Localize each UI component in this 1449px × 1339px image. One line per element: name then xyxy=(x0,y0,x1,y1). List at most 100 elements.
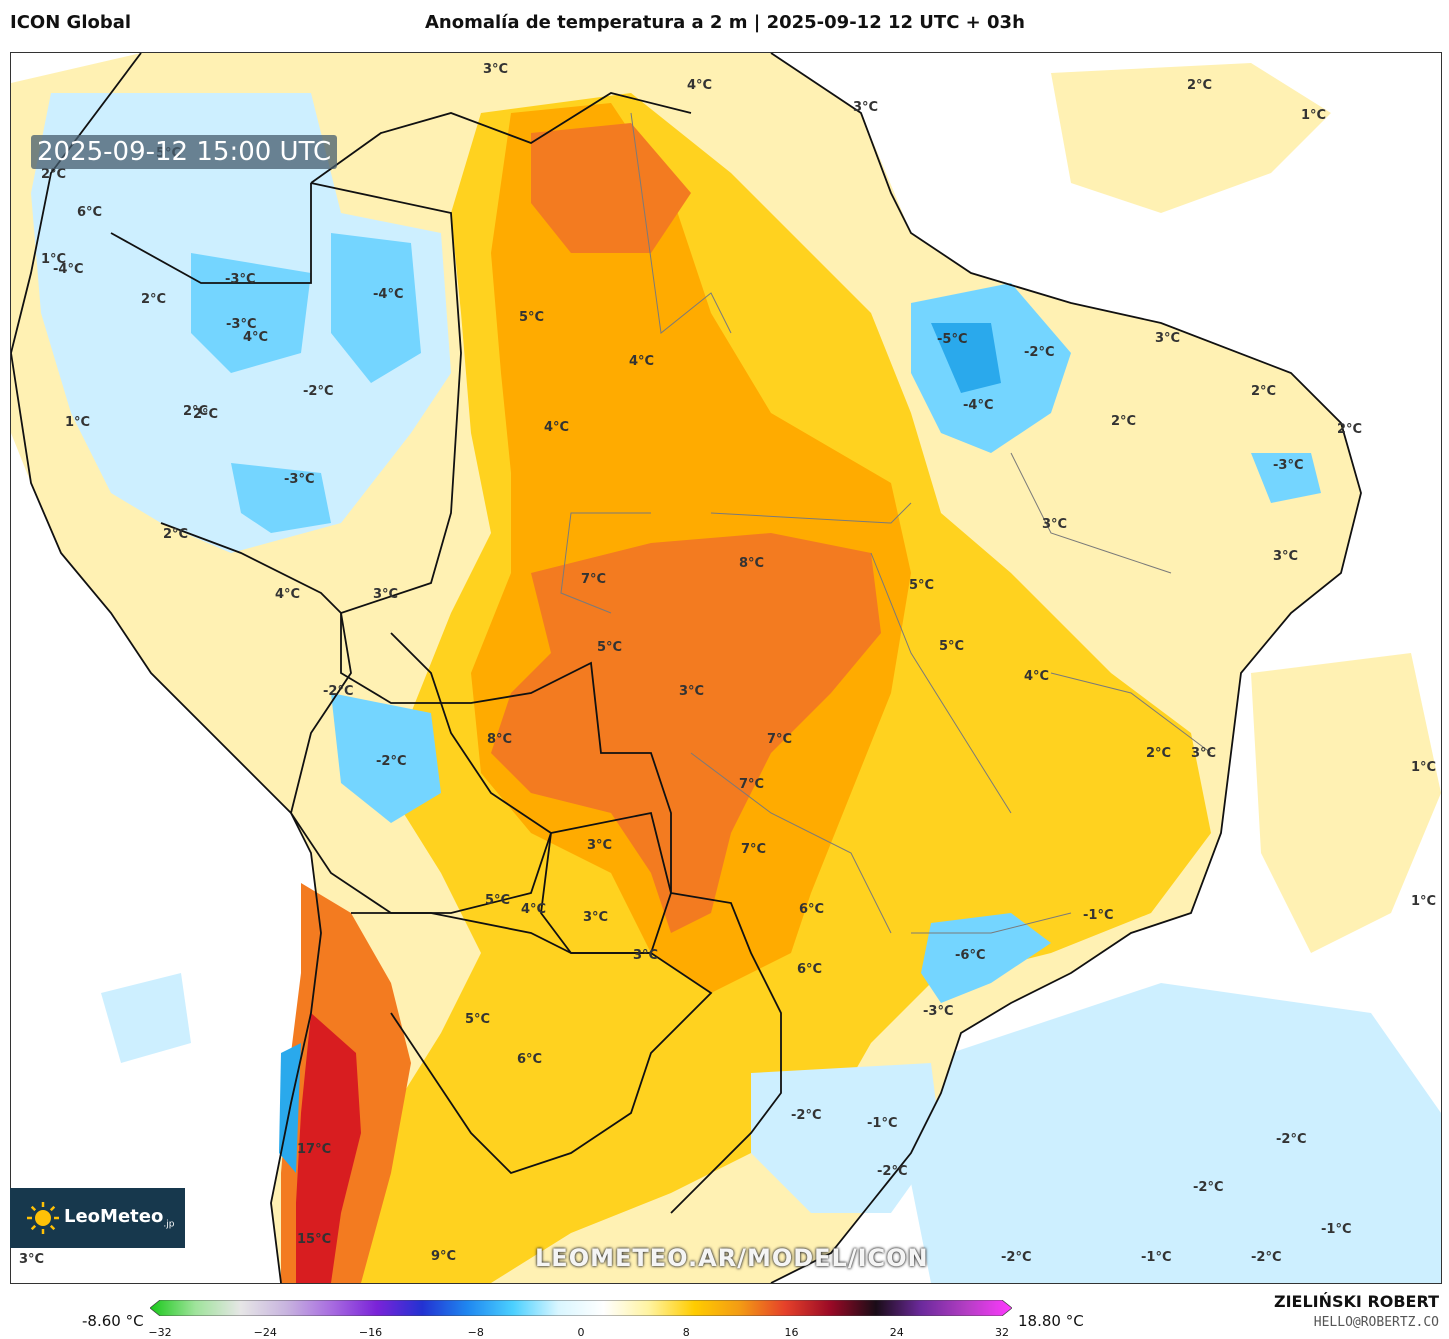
temperature-label: 2°C xyxy=(193,407,218,422)
cold-region-southeast xyxy=(921,913,1051,1003)
temperature-label: -1°C xyxy=(867,1116,897,1131)
temperature-label: -1°C xyxy=(1141,1250,1171,1265)
temperature-label: 4°C xyxy=(629,354,654,369)
temperature-label: 3°C xyxy=(1155,331,1180,346)
temperature-label: 2°C xyxy=(1337,422,1362,437)
temperature-label: 4°C xyxy=(275,587,300,602)
temperature-label: -1°C xyxy=(1321,1222,1351,1237)
temperature-label: 5°C xyxy=(519,310,544,325)
temperature-label: 1°C xyxy=(41,252,66,267)
state-border-3 xyxy=(710,502,912,524)
temperature-label: 5°C xyxy=(485,893,510,908)
temperature-label: 17°C xyxy=(297,1142,331,1157)
cold-region-east xyxy=(1251,453,1321,503)
temperature-label: 7°C xyxy=(741,842,766,857)
temperature-label: -2°C xyxy=(323,684,353,699)
temperature-label: 5°C xyxy=(597,640,622,655)
colorbar-tick-label: −32 xyxy=(148,1326,172,1339)
border-northern xyxy=(310,92,692,184)
temperature-label: 4°C xyxy=(687,78,712,93)
temperature-label: 6°C xyxy=(77,205,102,220)
cold-region-southwest xyxy=(231,463,331,533)
cold-region-west-core-2 xyxy=(331,233,421,383)
temperature-label: -3°C xyxy=(226,317,256,332)
border-brazil-west xyxy=(310,182,782,1214)
temperature-label: 2°C xyxy=(141,292,166,307)
ocean-cold-patch-pacific xyxy=(101,973,191,1063)
temperature-label: -2°C xyxy=(1001,1250,1031,1265)
temperature-label: 4°C xyxy=(521,902,546,917)
logo-suffix: .jp xyxy=(163,1219,175,1230)
leometeo-logo[interactable]: LeoMeteo.jp xyxy=(10,1188,185,1248)
temperature-label: 7°C xyxy=(767,732,792,747)
temperature-label: -2°C xyxy=(1251,1250,1281,1265)
colorbar-tick-label: 8 xyxy=(682,1326,690,1339)
ocean-warm-patch-north xyxy=(1051,63,1331,213)
country-borders xyxy=(11,53,1362,1283)
sun-icon xyxy=(26,1201,60,1235)
border-colombia xyxy=(110,183,312,284)
temperature-label: 4°C xyxy=(1024,669,1049,684)
colorbar-tick-label: −24 xyxy=(253,1326,277,1339)
cold-region-bolivia xyxy=(331,693,441,823)
border-bolivia xyxy=(290,612,553,914)
temperature-label: 8°C xyxy=(739,556,764,571)
temperature-label: 2°C xyxy=(1146,746,1171,761)
temperature-label: 6°C xyxy=(517,1052,542,1067)
warm-region-north-strong xyxy=(531,123,691,253)
valid-time-badge: 2025-09-12 15:00 UTC xyxy=(31,135,338,169)
temperature-label: 3°C xyxy=(587,838,612,853)
colorbar-min-label: -8.60 °C xyxy=(82,1312,144,1330)
temperature-label: 8°C xyxy=(487,732,512,747)
temperature-label: 1°C xyxy=(1411,894,1436,909)
ocean-cold-patch-south xyxy=(911,983,1441,1283)
state-borders xyxy=(560,112,1212,934)
temperature-label: 3°C xyxy=(1042,517,1067,532)
colorbar-tick-label: 24 xyxy=(889,1326,904,1339)
temperature-label: -5°C xyxy=(937,332,967,347)
temperature-label: 9°C xyxy=(431,1249,456,1264)
coastline-west xyxy=(11,53,322,1283)
anomaly-map: 3°C 4°C 3°C 2°C 1°C 5°C 2°C 6°C 1°C 4°C -4°C -3°C 2°… xyxy=(11,53,1441,1283)
temperature-label: 3°C xyxy=(679,684,704,699)
logo-name: LeoMeteo xyxy=(64,1206,164,1228)
ocean-warm-patch-east xyxy=(1251,653,1441,953)
state-border-5 xyxy=(1010,452,1172,574)
model-name: ICON Global xyxy=(10,12,132,33)
colorbar xyxy=(150,1300,1012,1316)
state-border-1 xyxy=(630,112,732,334)
temperature-labels: 3°C 4°C 3°C 2°C 1°C 5°C 2°C 6°C 1°C 4°C -4°C -3°C 2°… xyxy=(19,62,1436,1267)
andes-extreme-streak xyxy=(296,1013,361,1283)
logo-text: LeoMeteo.jp xyxy=(64,1206,174,1230)
temperature-label: -6°C xyxy=(955,948,985,963)
colorbar-tick-label: −8 xyxy=(467,1326,484,1339)
temperature-label: 5°C xyxy=(465,1012,490,1027)
author-name: ZIELIŃSKI ROBERT xyxy=(1273,1292,1439,1311)
colorbar-bar xyxy=(150,1300,1012,1316)
temperature-label: -4°C xyxy=(373,287,403,302)
temperature-label: -2°C xyxy=(1024,345,1054,360)
temperature-label: 3°C xyxy=(853,100,878,115)
temperature-label: 2°C xyxy=(163,527,188,542)
temperature-label: 3°C xyxy=(1273,549,1298,564)
temperature-label: -3°C xyxy=(225,272,255,287)
author-contact[interactable]: HELLO@ROBERTZ.CO xyxy=(1313,1315,1439,1330)
temperature-label: 3°C xyxy=(583,910,608,925)
temperature-label: -2°C xyxy=(1276,1132,1306,1147)
colorbar-tick-label: 0 xyxy=(577,1326,585,1339)
temperature-label: 4°C xyxy=(544,420,569,435)
temperature-label: 3°C xyxy=(1191,746,1216,761)
temperature-label: 6°C xyxy=(799,902,824,917)
temperature-label: -3°C xyxy=(923,1004,953,1019)
map-panel: 3°C 4°C 3°C 2°C 1°C 5°C 2°C 6°C 1°C 4°C -4°C -3°C 2°… xyxy=(10,52,1442,1284)
temperature-label: -3°C xyxy=(284,472,314,487)
temperature-label: -1°C xyxy=(1083,908,1113,923)
temperature-label: 2°C xyxy=(183,404,208,419)
colorbar-tick-label: 32 xyxy=(995,1326,1009,1339)
temperature-label: 3°C xyxy=(483,62,508,77)
state-border-7 xyxy=(690,752,892,934)
state-border-2 xyxy=(560,512,651,614)
temperature-label: -3°C xyxy=(1273,458,1303,473)
state-border-6 xyxy=(1050,672,1212,754)
temperature-label: 3°C xyxy=(19,1252,44,1267)
